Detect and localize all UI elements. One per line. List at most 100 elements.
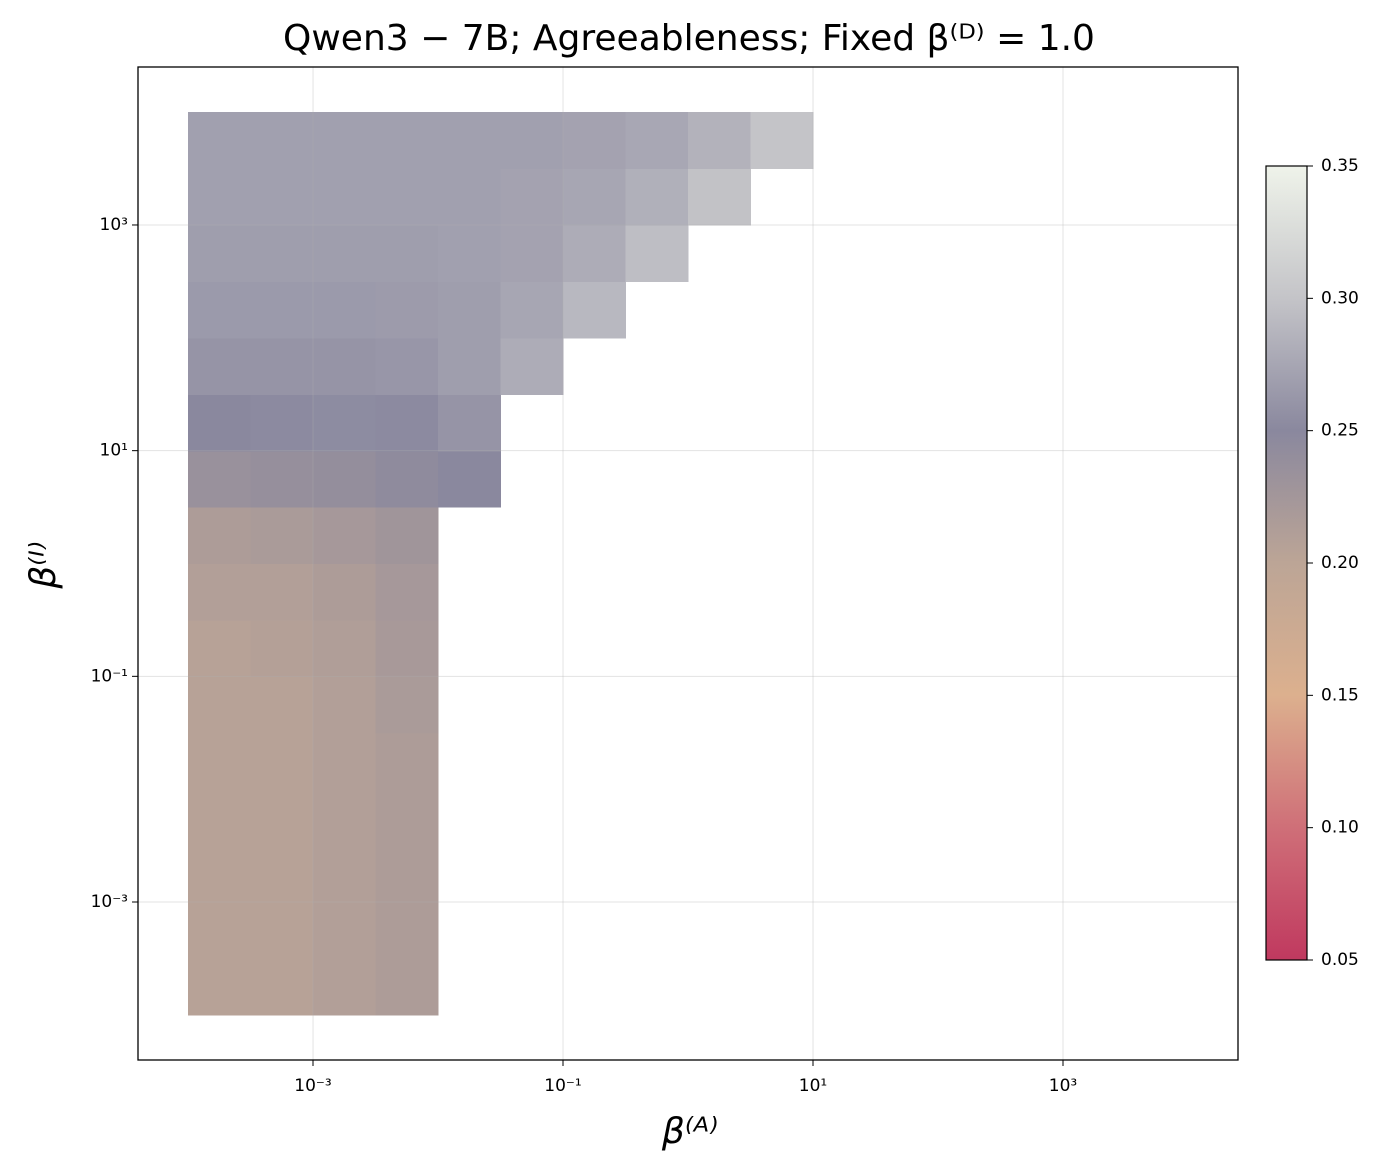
heatmap-cell [313, 789, 377, 847]
heatmap-cell [375, 507, 439, 565]
colorbar-tick-label: 0.05 [1321, 950, 1359, 970]
heatmap-cell [250, 224, 314, 282]
heatmap-cell [313, 168, 377, 226]
heatmap-cell [625, 112, 689, 170]
heatmap-cell [438, 394, 502, 452]
heatmap-cell [313, 112, 377, 170]
heatmap-cell [375, 732, 439, 790]
heatmap-cell [250, 507, 314, 565]
heatmap-cell [313, 902, 377, 960]
heatmap-cell [438, 224, 502, 282]
heatmap-cell [375, 563, 439, 621]
y-tick-label: 10⁻¹ [91, 666, 128, 686]
heatmap-cell [250, 789, 314, 847]
heatmap-cell [625, 224, 689, 282]
y-tick-label: 10³ [100, 215, 128, 235]
heatmap-cell [375, 676, 439, 734]
heatmap-cell [375, 845, 439, 903]
y-tick-label: 10⁻³ [91, 892, 128, 912]
colorbar-tick-label: 0.35 [1321, 156, 1359, 176]
heatmap-cell [375, 337, 439, 395]
heatmap-cell [250, 619, 314, 677]
heatmap-cell [688, 168, 752, 226]
x-tick-label: 10⁻³ [294, 1076, 331, 1096]
colorbar-tick-label: 0.30 [1321, 288, 1359, 308]
heatmap-cell [188, 845, 252, 903]
colorbar [1265, 165, 1308, 961]
heatmap-cell [313, 281, 377, 339]
heatmap-cell [313, 732, 377, 790]
heatmap-cell [500, 281, 564, 339]
heatmap-cell [438, 337, 502, 395]
heatmap-cell [438, 281, 502, 339]
heatmap-cell [563, 112, 627, 170]
heatmap-cell [250, 450, 314, 508]
heatmap-cell [375, 168, 439, 226]
heatmap-cell [313, 958, 377, 1016]
heatmap-cell [250, 168, 314, 226]
heatmap-cell [313, 337, 377, 395]
heatmap-cell [250, 337, 314, 395]
heatmap-cell [438, 168, 502, 226]
heatmap-cell [250, 845, 314, 903]
heatmap-cell [188, 902, 252, 960]
heatmap-cell [375, 281, 439, 339]
heatmap-cell [313, 676, 377, 734]
heatmap-cell [188, 789, 252, 847]
heatmap-cell [375, 224, 439, 282]
colorbar-tick-label: 0.15 [1321, 685, 1359, 705]
heatmap-cell [188, 112, 252, 170]
heatmap-cell [500, 337, 564, 395]
heatmap-cell [375, 789, 439, 847]
y-axis-label: β⁽ᴵ⁾ [23, 541, 64, 589]
heatmap-cell [500, 112, 564, 170]
x-tick-label: 10¹ [799, 1076, 827, 1096]
heatmap-cell [188, 394, 252, 452]
heatmap-cell [188, 619, 252, 677]
heatmap-cell [188, 958, 252, 1016]
heatmap-cell [250, 563, 314, 621]
heatmap-cell [188, 676, 252, 734]
heatmap-cell [313, 507, 377, 565]
heatmap-cell [625, 168, 689, 226]
heatmap-cell [375, 112, 439, 170]
heatmap-cell [375, 394, 439, 452]
chart-title: Qwen3 − 7B; Agreeableness; Fixed β⁽ᴰ⁾ = … [283, 18, 1095, 59]
colorbar-tick-label: 0.10 [1321, 818, 1359, 838]
heatmap-cell [188, 450, 252, 508]
heatmap-cell [188, 337, 252, 395]
heatmap-cell [188, 168, 252, 226]
heatmap-cell [688, 112, 752, 170]
colorbar-tick-label: 0.25 [1321, 421, 1359, 441]
heatmap-cell [188, 732, 252, 790]
heatmap-cell [563, 224, 627, 282]
heatmap-cell [250, 958, 314, 1016]
heatmap-cell [188, 281, 252, 339]
heatmap-cell [563, 281, 627, 339]
heatmap-cell [188, 507, 252, 565]
heatmap-cell [188, 224, 252, 282]
heatmap-cell [250, 676, 314, 734]
colorbar-tick-label: 0.20 [1321, 553, 1359, 573]
heatmap-cell [250, 281, 314, 339]
heatmap-cell [375, 619, 439, 677]
x-tick-label: 10⁻¹ [544, 1076, 581, 1096]
heatmap-cell [500, 224, 564, 282]
heatmap-cell [375, 958, 439, 1016]
heatmap-cell [375, 450, 439, 508]
y-tick-label: 10¹ [100, 441, 128, 461]
heatmap-cell [750, 112, 814, 170]
heatmap-cell [500, 168, 564, 226]
plot-frame [137, 66, 1239, 1061]
heatmap-cell [438, 450, 502, 508]
x-tick-label: 10³ [1049, 1076, 1077, 1096]
heatmap-cell [188, 563, 252, 621]
heatmap-cell [313, 224, 377, 282]
heatmap-cell [250, 732, 314, 790]
heatmap-cell [313, 845, 377, 903]
heatmap-cell [250, 902, 314, 960]
heatmap-cell [313, 563, 377, 621]
heatmap-cell [375, 902, 439, 960]
heatmap-cell [313, 619, 377, 677]
